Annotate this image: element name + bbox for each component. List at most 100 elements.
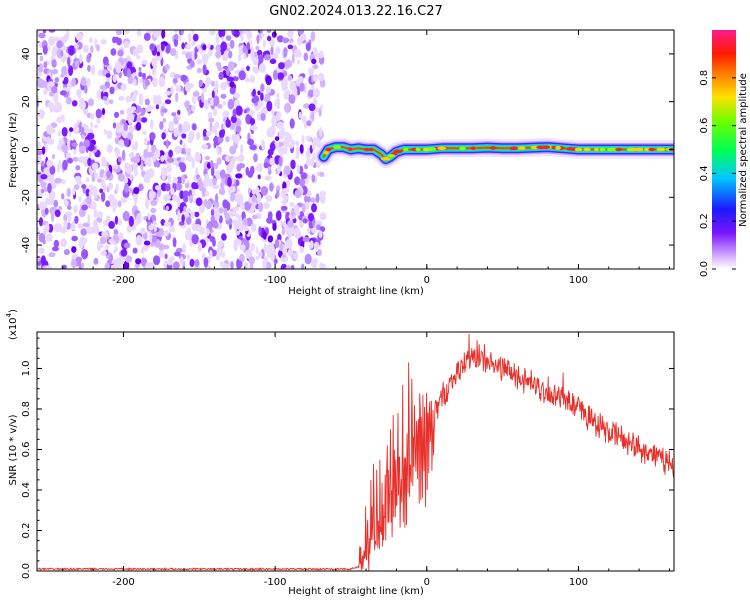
noise-speck — [265, 175, 271, 181]
noise-speck — [236, 258, 240, 269]
noise-speck — [113, 111, 120, 118]
noise-speck — [303, 103, 310, 109]
noise-speck — [221, 128, 226, 136]
noise-speck — [264, 93, 271, 101]
noise-speck — [126, 61, 133, 69]
noise-speck — [63, 249, 70, 256]
noise-speck — [187, 107, 191, 116]
noise-speck — [80, 77, 87, 86]
noise-speck — [301, 203, 306, 213]
noise-speck — [168, 149, 174, 158]
noise-speck — [104, 245, 109, 251]
noise-speck — [272, 222, 277, 231]
noise-speck — [255, 164, 263, 171]
noise-speck — [319, 171, 325, 177]
noise-speck — [182, 243, 187, 254]
noise-speck — [228, 211, 236, 216]
noise-speck — [51, 86, 58, 94]
noise-speck — [132, 48, 139, 57]
noise-speck — [153, 255, 161, 266]
noise-speck — [296, 163, 301, 174]
noise-speck — [67, 81, 73, 90]
noise-speck — [84, 84, 88, 94]
noise-speck — [183, 205, 187, 213]
noise-speck — [208, 117, 215, 123]
noise-speck — [143, 245, 147, 251]
noise-speck — [71, 77, 76, 87]
noise-speck — [245, 166, 250, 176]
noise-speck — [232, 76, 239, 82]
noise-speck — [303, 52, 309, 61]
noise-speck — [191, 234, 199, 245]
noise-speck — [249, 118, 256, 125]
noise-speck — [271, 31, 277, 38]
noise-speck — [191, 211, 195, 219]
noise-speck — [85, 188, 90, 197]
noise-speck — [80, 262, 85, 269]
noise-speck — [250, 124, 258, 131]
noise-speck — [37, 264, 40, 269]
noise-speck — [87, 214, 91, 224]
noise-speck — [274, 136, 280, 142]
noise-speck — [88, 190, 94, 198]
noise-speck — [278, 62, 285, 70]
noise-speck — [212, 177, 217, 186]
noise-speck — [96, 89, 102, 100]
noise-speck — [319, 212, 327, 221]
noise-speck — [48, 252, 56, 258]
noise-speck — [143, 240, 151, 246]
noise-speck — [156, 94, 162, 103]
noise-speck — [117, 49, 124, 57]
noise-speck — [74, 215, 79, 224]
chart-title: GN02.2024.013.22.16.C27 — [269, 4, 443, 19]
ridge-hotspot — [393, 149, 403, 154]
bottom-x-tick-label: 0 — [424, 577, 430, 588]
noise-speck — [146, 151, 154, 158]
noise-speck — [150, 199, 158, 206]
noise-speck — [240, 33, 244, 42]
noise-speck — [246, 30, 253, 40]
noise-speck — [266, 100, 273, 112]
noise-speck — [245, 248, 253, 259]
noise-speck — [247, 138, 255, 146]
noise-speck — [88, 37, 93, 44]
noise-speck — [295, 154, 300, 159]
noise-speck — [283, 165, 291, 176]
noise-speck — [281, 227, 286, 236]
noise-speck — [102, 219, 110, 227]
noise-speck — [292, 218, 297, 224]
colorbar-tick-label: 0.2 — [699, 213, 710, 229]
noise-speck — [256, 111, 262, 121]
noise-speck — [56, 40, 63, 49]
noise-speck — [252, 66, 258, 73]
noise-speck — [38, 32, 46, 39]
noise-speck — [217, 137, 224, 142]
noise-speck — [72, 156, 79, 162]
noise-speck — [222, 100, 227, 106]
noise-speck — [126, 107, 132, 116]
noise-speck — [232, 108, 237, 118]
noise-speck — [160, 43, 165, 52]
ridge-hotspot — [574, 147, 583, 152]
noise-speck — [220, 41, 227, 52]
noise-speck — [91, 162, 99, 170]
noise-speck — [295, 140, 300, 146]
noise-speck — [297, 50, 302, 58]
noise-speck — [216, 148, 221, 155]
noise-speck — [234, 143, 238, 149]
noise-speck — [306, 120, 312, 127]
noise-speck — [209, 44, 214, 50]
noise-speck — [115, 147, 121, 158]
noise-speck — [146, 145, 150, 151]
noise-speck — [305, 149, 312, 159]
noise-speck — [270, 250, 275, 262]
noise-speck — [67, 205, 72, 210]
noise-speck — [279, 242, 284, 252]
noise-speck — [172, 194, 178, 201]
noise-speck — [194, 259, 200, 268]
noise-speck — [283, 194, 289, 202]
noise-speck — [128, 152, 135, 158]
noise-speck — [118, 139, 125, 147]
noise-speck — [255, 45, 260, 51]
noise-speck — [278, 129, 285, 140]
